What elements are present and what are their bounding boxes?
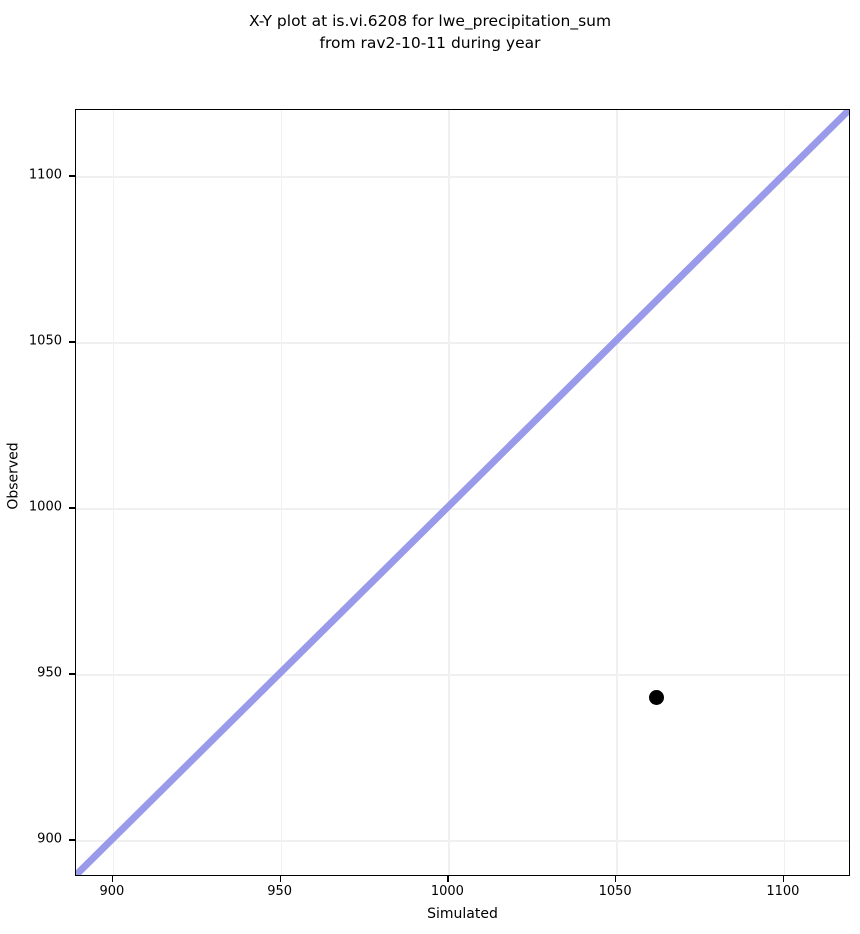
x-tick-label: 1050 <box>598 884 632 899</box>
x-axis-label: Simulated <box>427 906 498 922</box>
x-tick-mark <box>111 876 114 882</box>
gridline-vertical <box>616 110 618 875</box>
gridline-vertical <box>783 110 786 875</box>
x-tick-mark <box>615 876 617 882</box>
data-point <box>648 690 664 706</box>
x-tick-label: 950 <box>267 884 293 899</box>
x-tick-label: 900 <box>99 884 125 899</box>
gridline-vertical <box>112 110 115 875</box>
gridline-horizontal <box>76 674 849 677</box>
y-tick-label: 1050 <box>28 333 62 349</box>
one-to-one-reference-line <box>76 110 849 875</box>
y-axis-label: Observed <box>0 0 28 934</box>
y-tick-label: 950 <box>37 665 62 681</box>
gridline-vertical <box>280 110 283 875</box>
plot-area <box>75 109 850 876</box>
x-tick-mark <box>447 876 449 882</box>
y-tick-mark <box>69 673 75 675</box>
gridline-horizontal <box>76 508 849 511</box>
y-tick-mark <box>69 507 75 509</box>
x-tick-mark <box>279 876 281 882</box>
y-tick-label: 900 <box>37 831 62 847</box>
y-tick-mark <box>69 839 75 841</box>
gridline-vertical <box>448 110 450 875</box>
gridline-horizontal <box>76 342 849 345</box>
gridline-horizontal <box>76 840 849 843</box>
gridline-horizontal <box>76 176 849 178</box>
page-title: X-Y plot at is.vi.6208 for lwe_precipita… <box>248 12 612 52</box>
y-tick-mark <box>69 175 75 177</box>
y-tick-label: 1000 <box>28 499 62 515</box>
y-tick-mark <box>69 341 75 343</box>
x-tick-label: 1000 <box>430 884 464 899</box>
x-tick-label: 1100 <box>766 884 800 899</box>
y-tick-label: 1100 <box>28 167 62 183</box>
x-tick-mark <box>782 876 785 882</box>
